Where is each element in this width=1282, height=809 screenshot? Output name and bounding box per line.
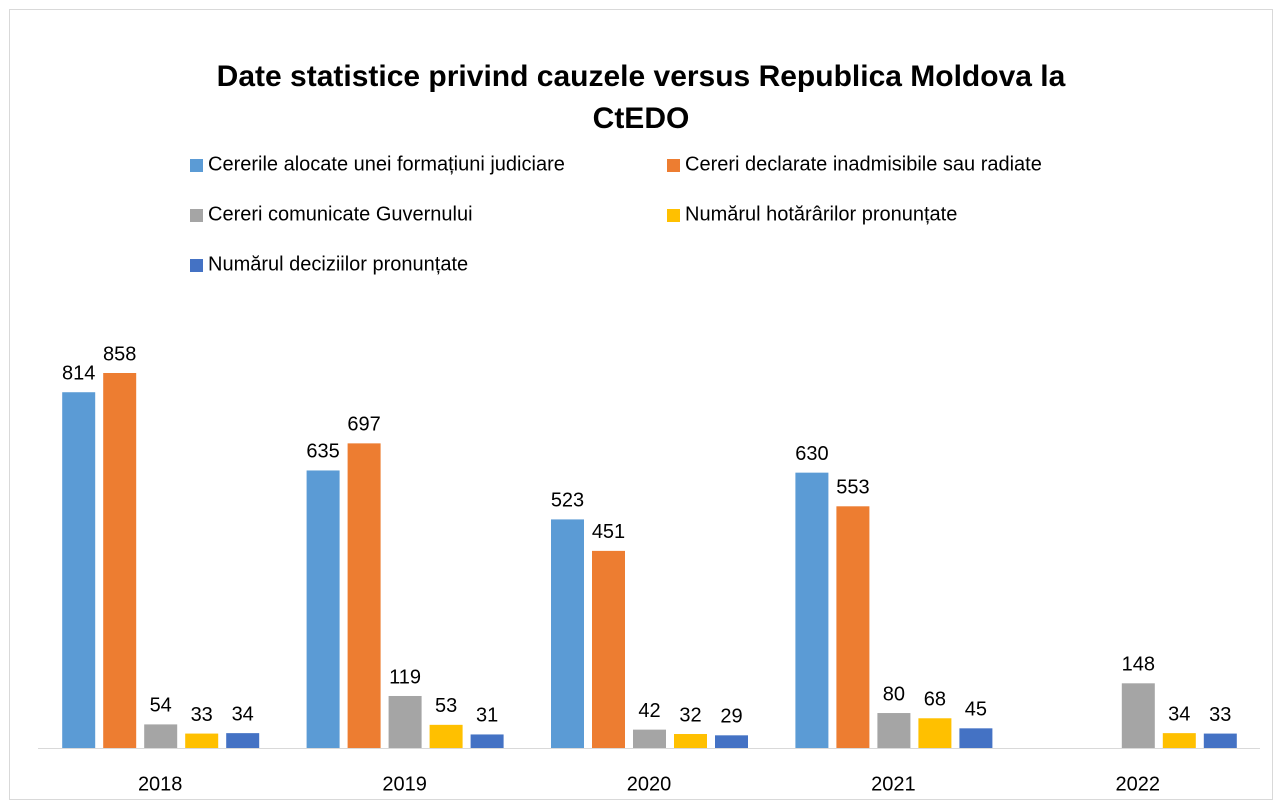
bar xyxy=(877,713,911,748)
bar xyxy=(715,735,748,748)
bar xyxy=(551,519,584,748)
bar xyxy=(62,392,96,748)
legend-swatch xyxy=(667,209,680,222)
data-label: 54 xyxy=(150,695,172,717)
data-label: 34 xyxy=(1168,703,1190,725)
data-label: 68 xyxy=(924,689,946,711)
x-tick-label: 2019 xyxy=(382,773,427,795)
bar xyxy=(1121,683,1155,748)
legend-swatch xyxy=(190,159,203,172)
legend-swatch xyxy=(190,259,203,272)
legend-label: Numărul hotărârilor pronunțate xyxy=(685,203,957,225)
bar xyxy=(226,733,260,748)
legend-label: Numărul deciziilor pronunțate xyxy=(208,253,468,275)
bar xyxy=(144,724,178,748)
data-label: 33 xyxy=(1209,704,1231,726)
legend-label: Cererile alocate unei formațiuni judicia… xyxy=(208,153,565,175)
bar xyxy=(388,695,422,748)
data-label: 814 xyxy=(62,363,95,385)
data-label: 697 xyxy=(347,414,380,436)
legend-swatch xyxy=(667,159,680,172)
data-label: 451 xyxy=(592,521,625,543)
data-label: 635 xyxy=(306,441,339,463)
data-label: 31 xyxy=(476,705,498,727)
bar xyxy=(103,373,137,748)
bar xyxy=(633,729,666,748)
chart-border xyxy=(9,9,1273,800)
bar xyxy=(918,718,952,748)
data-label: 553 xyxy=(836,477,869,499)
data-label: 34 xyxy=(232,703,254,725)
legend-label: Cereri comunicate Guvernului xyxy=(208,203,473,225)
bar xyxy=(674,734,707,748)
data-label: 42 xyxy=(638,700,660,722)
x-tick-label: 2021 xyxy=(871,773,916,795)
bar xyxy=(795,472,829,748)
data-label: 32 xyxy=(679,704,701,726)
legend-label: Cereri declarate inadmisibile sau radiat… xyxy=(685,153,1042,175)
data-label: 33 xyxy=(191,704,213,726)
data-label: 45 xyxy=(965,699,987,721)
data-label: 119 xyxy=(389,666,421,688)
x-tick-label: 2020 xyxy=(627,773,672,795)
bar xyxy=(592,550,625,748)
data-label: 523 xyxy=(551,490,584,512)
bar xyxy=(429,724,463,748)
bar xyxy=(1162,733,1196,748)
bar xyxy=(347,443,381,748)
chart-title: Date statistice privind cauzele versus R… xyxy=(216,60,1066,135)
data-label: 80 xyxy=(883,683,905,705)
bar xyxy=(836,506,870,748)
data-label: 53 xyxy=(435,695,457,717)
legend-swatch xyxy=(190,209,203,222)
bar xyxy=(306,470,340,748)
bar xyxy=(959,728,993,748)
x-tick-label: 2018 xyxy=(138,773,183,795)
data-label: 630 xyxy=(795,443,828,465)
data-label: 858 xyxy=(103,343,136,365)
bar xyxy=(1203,733,1237,748)
data-label: 148 xyxy=(1122,654,1155,676)
bar xyxy=(185,733,219,748)
x-tick-label: 2022 xyxy=(1116,773,1161,795)
bar xyxy=(470,734,504,748)
data-label: 29 xyxy=(720,706,742,728)
